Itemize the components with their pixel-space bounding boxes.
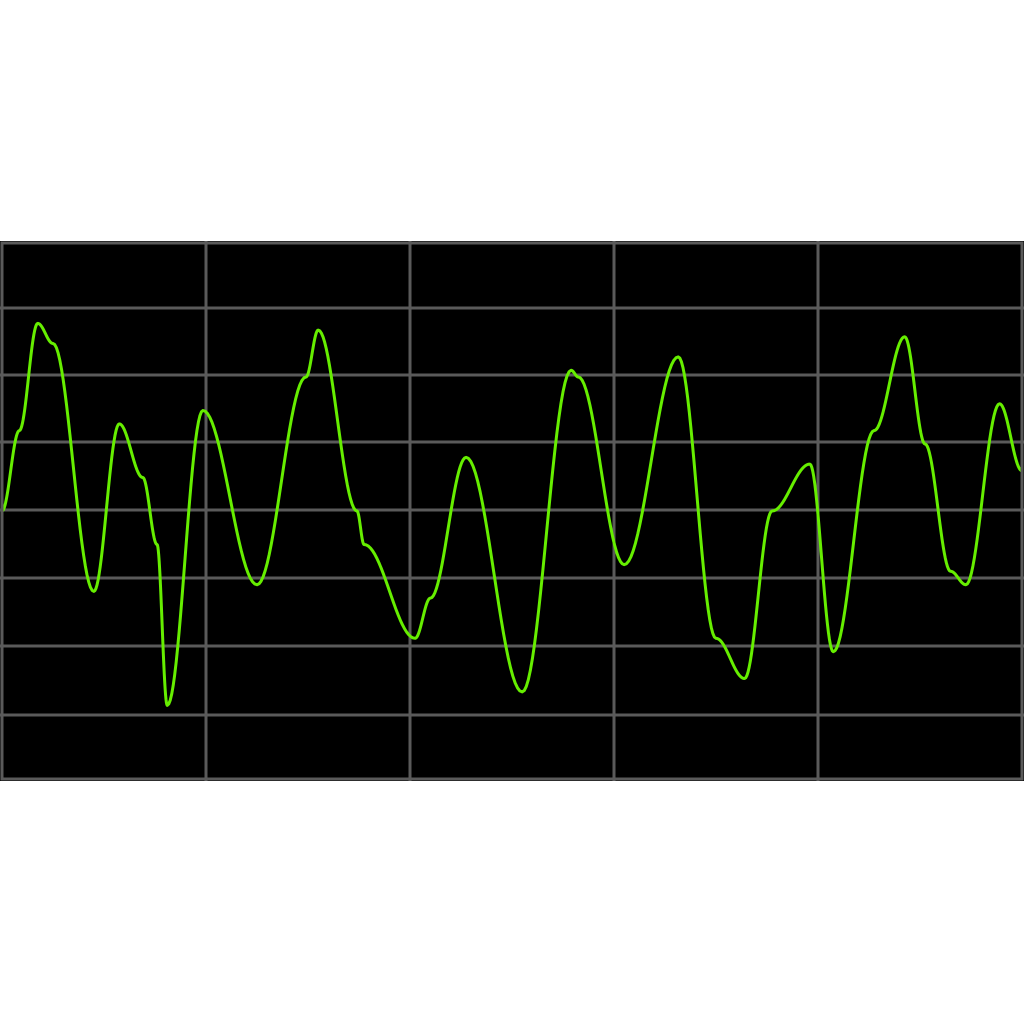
plot-frame <box>0 241 1024 781</box>
grid-lines <box>0 241 1024 781</box>
waveform-trace <box>1 321 1023 707</box>
oscilloscope-display <box>0 241 1024 781</box>
waveform-chart <box>0 241 1024 781</box>
